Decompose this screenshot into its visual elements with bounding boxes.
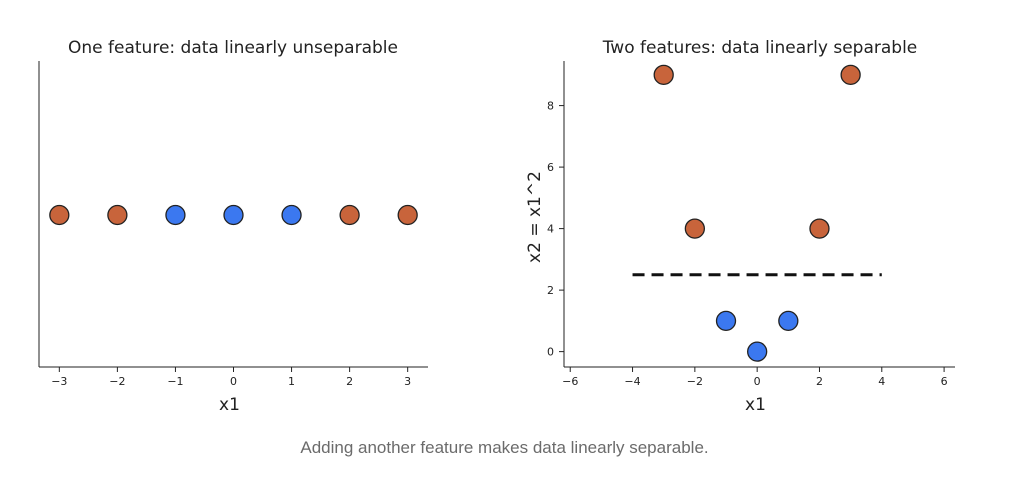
y-axis-label: x2 = x1^2 — [525, 171, 545, 263]
x-tick-label: 6 — [941, 375, 948, 388]
x-tick-label: 2 — [346, 375, 353, 388]
x-tick-label: 3 — [404, 375, 411, 388]
data-point-class-b — [715, 310, 737, 332]
x-axis-label: x1 — [745, 395, 766, 415]
x-tick-label: 0 — [754, 375, 761, 388]
data-point-class-a — [653, 64, 674, 85]
x-axis-label: x1 — [219, 395, 240, 415]
data-point-class-b — [747, 341, 768, 362]
y-tick-label: 4 — [547, 223, 554, 236]
data-point-class-b — [223, 204, 244, 226]
data-point-class-a — [339, 204, 360, 226]
x-tick-label: −4 — [624, 375, 640, 388]
y-tick-label: 8 — [547, 100, 554, 113]
chart-left: One feature: data linearly unseparable −3… — [38, 38, 428, 415]
chart-right: Two features: data linearly separable −6 −… — [525, 38, 955, 415]
data-point-class-a — [840, 64, 861, 85]
x-tick-label: −3 — [51, 375, 67, 388]
data-point-class-b — [281, 204, 302, 226]
chart-title: One feature: data linearly unseparable — [68, 38, 398, 58]
data-point-class-a — [397, 204, 418, 226]
x-tick-label: 2 — [816, 375, 823, 388]
x-tick-label: 4 — [878, 375, 885, 388]
chart-title: Two features: data linearly separable — [602, 38, 918, 58]
x-tick-label: −1 — [167, 375, 183, 388]
data-point-class-a — [684, 218, 706, 239]
x-tick-label: −2 — [687, 375, 703, 388]
y-tick-label: 6 — [547, 161, 554, 174]
x-tick-label: 1 — [288, 375, 295, 388]
figure-caption: Adding another feature makes data linear… — [300, 438, 709, 457]
x-tick-label: −2 — [109, 375, 125, 388]
x-tick-label: −6 — [562, 375, 578, 388]
y-tick-label: 2 — [547, 284, 554, 297]
x-tick-label: 0 — [230, 375, 237, 388]
data-point-class-b — [778, 310, 799, 332]
data-point-class-a — [809, 218, 830, 239]
data-point-class-a — [49, 204, 70, 226]
data-point-class-b — [165, 204, 186, 226]
y-tick-label: 0 — [547, 346, 554, 359]
data-point-class-a — [107, 204, 128, 226]
